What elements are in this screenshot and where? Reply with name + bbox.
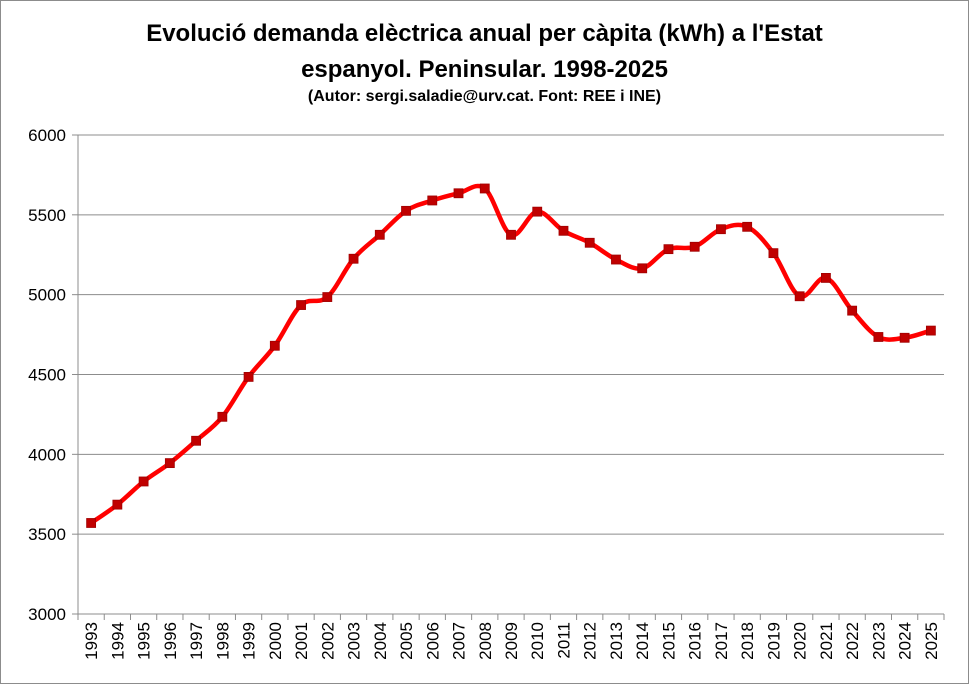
y-tick-label: 5500: [28, 206, 66, 225]
x-tick-label: 2012: [581, 622, 600, 660]
y-tick-label: 5000: [28, 286, 66, 305]
y-tick-label: 3500: [28, 525, 66, 544]
data-point-1993: [86, 518, 97, 528]
data-point-2015: [663, 244, 674, 255]
data-point-2024: [899, 332, 910, 343]
x-tick-label: 2024: [896, 622, 915, 660]
x-tick-label: 2025: [922, 622, 941, 660]
x-tick-label: 2009: [502, 622, 521, 660]
x-tick-label: 1999: [240, 622, 259, 660]
y-tick-label: 3000: [28, 605, 66, 624]
x-tick-labels: 1993 1994 1995 1996 1997 1998 1999 2000 2001 2002…: [82, 622, 941, 660]
data-point-2018: [742, 221, 753, 232]
data-point-2007: [453, 188, 464, 199]
data-point-2004: [374, 229, 385, 240]
x-tick-label: 2003: [345, 622, 364, 660]
x-tick-label: 2018: [738, 622, 757, 660]
data-point-2006: [427, 195, 438, 206]
data-point-2008: [479, 183, 490, 194]
x-tick-label: 2023: [869, 622, 888, 660]
y-tick-label: 4000: [28, 445, 66, 464]
data-point-2012: [584, 237, 595, 248]
data-point-2019: [768, 248, 779, 259]
x-tick-label: 2016: [686, 622, 705, 660]
data-point-2025: [925, 325, 936, 336]
y-tick-labels: 3000 3500 4000 4500 5000 5500 6000: [28, 126, 66, 624]
data-point-2001: [296, 300, 306, 310]
data-point-2002: [322, 292, 333, 302]
x-tick-label: 2006: [423, 622, 442, 660]
data-point-2020: [794, 291, 805, 302]
x-tick-label: 1998: [213, 622, 232, 660]
chart-subtitle: (Autor: sergi.saladie@urv.cat. Font: REE…: [307, 88, 662, 105]
x-tick-label: 2013: [607, 622, 626, 660]
x-tick-label: 2008: [476, 622, 495, 660]
x-tick-label: 2005: [397, 622, 416, 660]
x-tick-label: 2020: [791, 622, 810, 660]
data-point-2005: [401, 205, 411, 216]
x-tick-label: 2015: [659, 622, 678, 660]
data-point-1995: [138, 476, 149, 487]
data-point-2000: [269, 340, 280, 351]
x-tick-label: 1997: [187, 622, 206, 660]
x-tick-label: 2000: [266, 622, 285, 660]
data-point-2016: [689, 241, 700, 252]
gridlines: [78, 134, 944, 615]
x-tick-label: 1994: [108, 622, 127, 660]
y-tick-label: 6000: [28, 126, 66, 145]
x-tick-label: 2010: [528, 622, 547, 660]
x-tick-label: 2021: [817, 622, 836, 660]
data-point-2022: [847, 305, 858, 316]
x-tick-label: 2019: [764, 622, 783, 660]
x-tick-label: 2004: [371, 622, 390, 660]
chart-title-line-1: Evolució demanda elèctrica anual per càp…: [146, 20, 823, 47]
chart-title-line-2: espanyol. Peninsular. 1998-2025: [301, 56, 668, 83]
x-tick-label: 2007: [450, 622, 469, 660]
data-point-2011: [558, 225, 569, 236]
axes: [72, 134, 945, 620]
data-point-1994: [112, 499, 123, 510]
x-tick-label: 1995: [135, 622, 154, 660]
x-tick-label: 2022: [843, 622, 862, 660]
data-point-2017: [716, 224, 726, 235]
x-tick-label: 1996: [161, 622, 180, 660]
data-point-1999: [243, 371, 254, 382]
x-tick-label: 2002: [318, 622, 337, 660]
y-tick-label: 4500: [28, 366, 66, 385]
data-point-1996: [164, 458, 175, 469]
data-point-1997: [191, 435, 201, 446]
data-point-2009: [506, 229, 516, 240]
series: [86, 183, 936, 528]
data-point-2013: [611, 254, 621, 265]
x-tick-label: 2017: [712, 622, 731, 660]
x-tick-label: 2014: [633, 622, 652, 660]
data-point-2021: [821, 273, 831, 283]
data-point-1998: [217, 411, 228, 422]
data-point-2003: [348, 253, 359, 264]
x-tick-label: 2001: [292, 622, 311, 660]
data-point-2014: [637, 263, 648, 274]
x-tick-label: 1993: [82, 622, 101, 660]
x-tick-label: 2011: [554, 622, 573, 659]
data-point-2023: [873, 332, 884, 342]
data-point-2010: [532, 206, 543, 217]
